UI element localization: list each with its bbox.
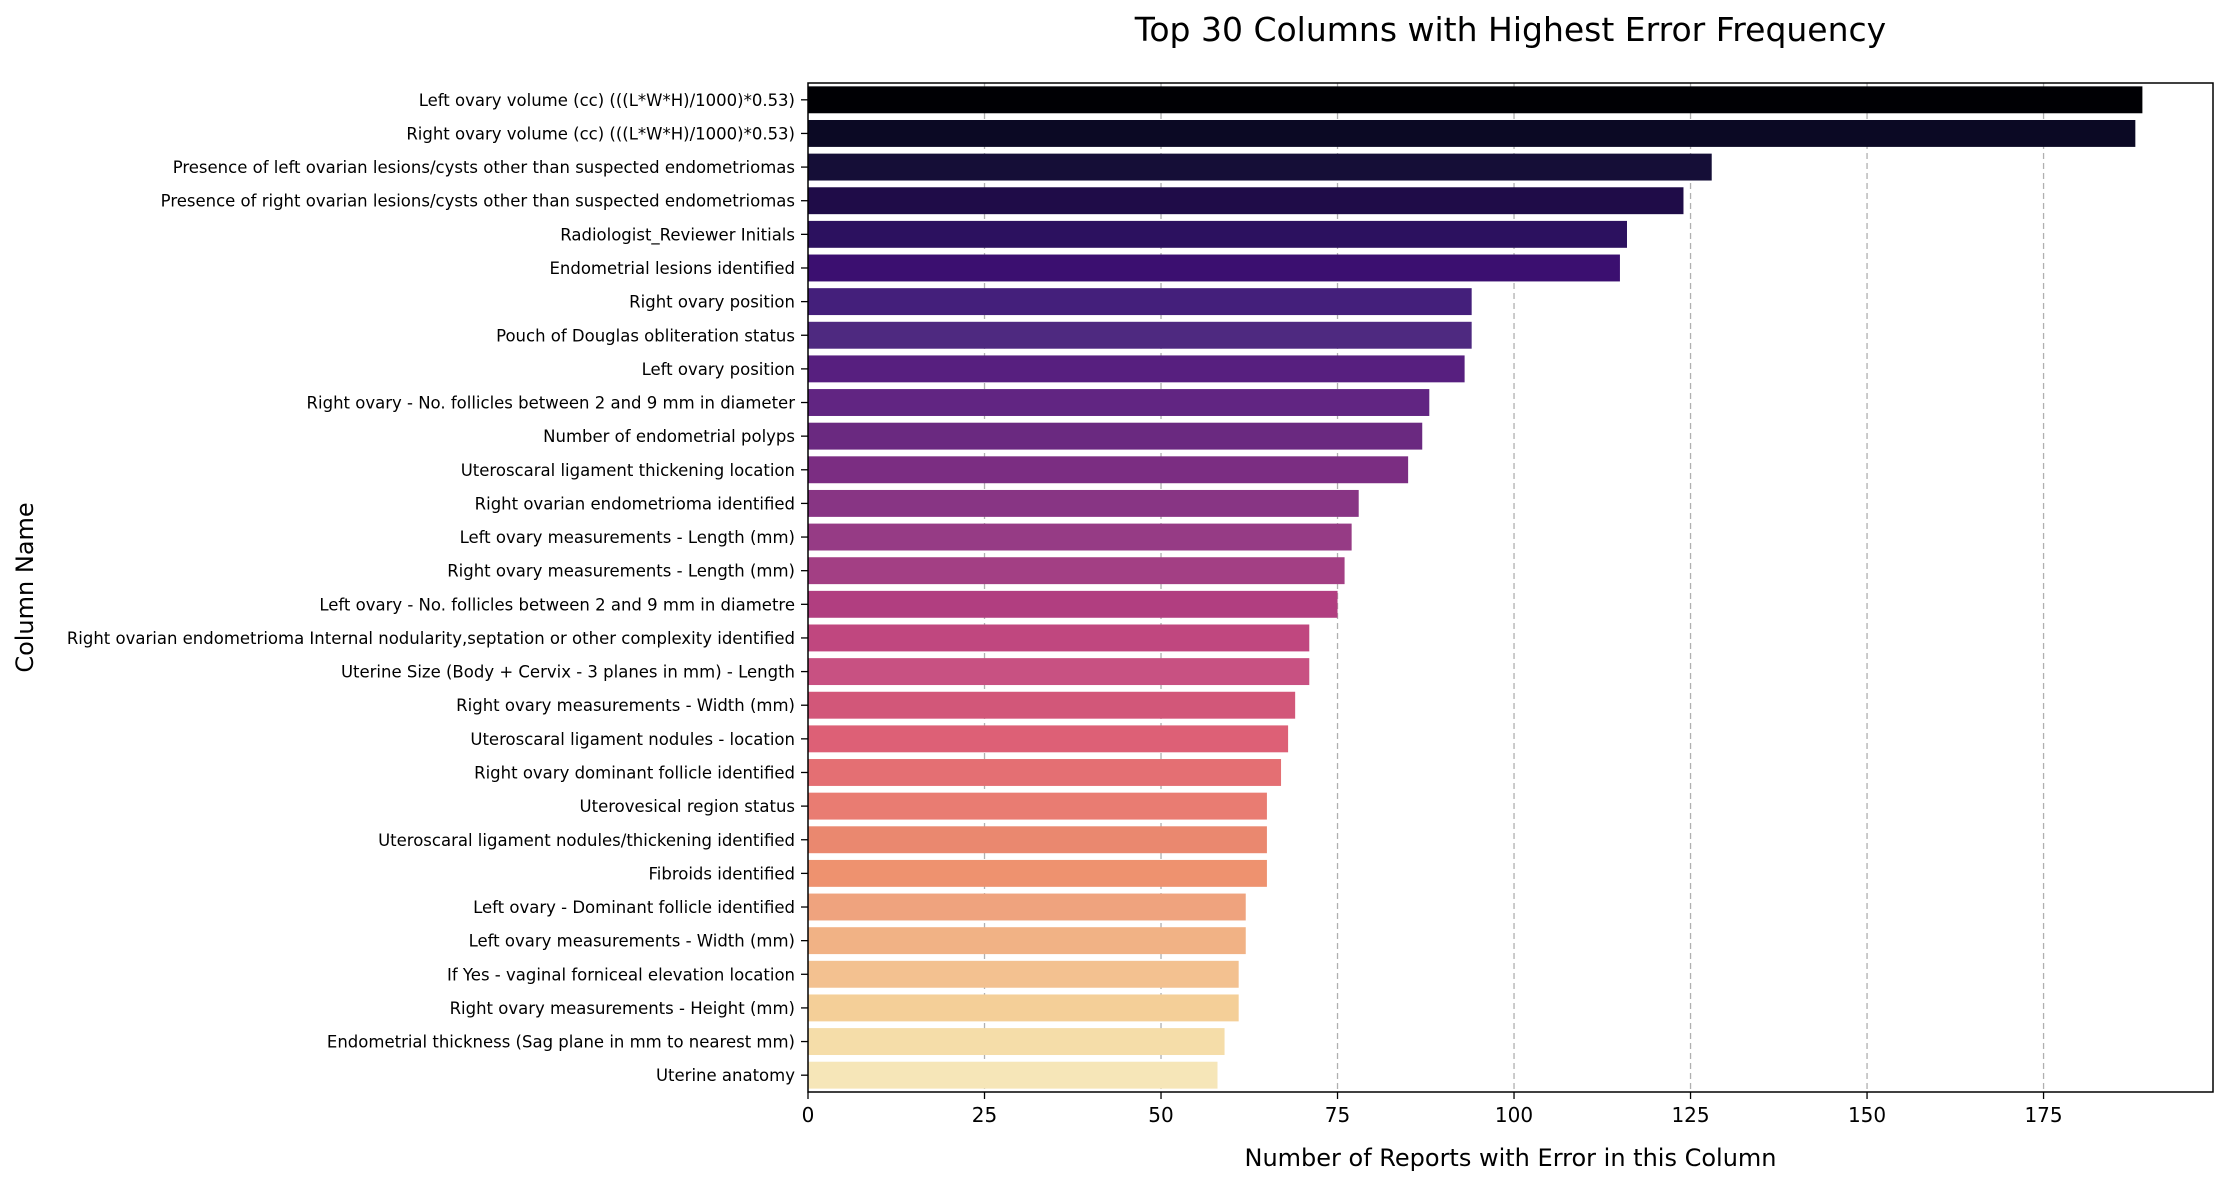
bar <box>808 826 1267 854</box>
bar <box>808 725 1289 753</box>
y-tick-label: Left ovary position <box>642 360 795 379</box>
bar <box>808 422 1423 450</box>
y-tick-label: Uteroscaral ligament nodules - location <box>470 730 795 749</box>
y-tick-label: Radiologist_Reviewer Initials <box>560 225 795 245</box>
bar <box>808 759 1282 786</box>
bar <box>808 624 1310 652</box>
y-tick-label: Right ovarian endometrioma identified <box>475 494 795 513</box>
y-tick-label: Right ovary - No. follicles between 2 an… <box>307 394 796 413</box>
bars <box>808 86 2143 1089</box>
bar <box>808 927 1246 955</box>
chart-title: Top 30 Columns with Highest Error Freque… <box>1134 10 1886 49</box>
x-tick-label: 75 <box>1325 1103 1350 1127</box>
bar <box>808 1061 1218 1089</box>
bar <box>808 254 1620 282</box>
y-tick-label: Left ovary measurements - Width (mm) <box>469 932 795 951</box>
bar <box>808 489 1359 517</box>
bar <box>808 557 1345 585</box>
bar <box>808 994 1239 1022</box>
y-tick-labels: Left ovary volume (cc) (((L*W*H)/1000)*0… <box>67 91 808 1085</box>
y-tick-label: Left ovary volume (cc) (((L*W*H)/1000)*0… <box>419 91 795 110</box>
y-tick-label: Pouch of Douglas obliteration status <box>496 326 795 345</box>
x-tick-labels: 0 25 50 75 100 125 150 175 <box>802 1092 2063 1127</box>
x-tick-label: 175 <box>2024 1103 2062 1127</box>
bar <box>808 389 1430 416</box>
bar <box>808 456 1409 484</box>
y-tick-label: Presence of right ovarian lesions/cysts … <box>161 192 795 211</box>
y-tick-label: Uteroscaral ligament thickening location <box>461 461 795 480</box>
y-tick-label: Left ovary measurements - Length (mm) <box>460 528 795 547</box>
y-tick-label: Right ovary dominant follicle identified <box>474 763 795 782</box>
bar <box>808 859 1267 887</box>
bar <box>808 960 1239 988</box>
bar <box>808 288 1472 316</box>
y-tick-label: Right ovary measurements - Height (mm) <box>450 999 795 1018</box>
bar <box>808 590 1338 618</box>
bar <box>808 355 1465 383</box>
bar <box>808 792 1267 820</box>
bar <box>808 1028 1225 1056</box>
y-tick-label: Number of endometrial polyps <box>543 427 795 446</box>
bar <box>808 220 1627 248</box>
y-tick-label: Endometrial thickness (Sag plane in mm t… <box>327 1033 795 1052</box>
y-tick-label: Left ovary - No. follicles between 2 and… <box>319 595 795 614</box>
x-tick-label: 150 <box>1848 1103 1886 1127</box>
y-tick-label: Endometrial lesions identified <box>549 259 795 278</box>
x-tick-label: 125 <box>1671 1103 1709 1127</box>
y-tick-label: Uteroscaral ligament nodules/thickening … <box>378 831 795 850</box>
x-tick-label: 25 <box>972 1103 997 1127</box>
y-tick-label: Fibroids identified <box>648 864 795 883</box>
y-tick-label: Uterine Size (Body + Cervix - 3 planes i… <box>341 663 795 682</box>
bar <box>808 86 2143 114</box>
bar <box>808 658 1310 686</box>
y-tick-label: Right ovary measurements - Length (mm) <box>447 562 795 581</box>
y-axis-label: Column Name <box>11 502 39 672</box>
y-tick-label: Uterovesical region status <box>580 797 795 816</box>
y-tick-label: Presence of left ovarian lesions/cysts o… <box>173 158 795 177</box>
y-tick-label: Right ovary measurements - Width (mm) <box>456 696 795 715</box>
x-tick-label: 0 <box>802 1103 815 1127</box>
bar <box>808 119 2136 147</box>
bar <box>808 153 1712 181</box>
y-tick-label: Right ovary volume (cc) (((L*W*H)/1000)*… <box>406 124 795 143</box>
grid-lines <box>983 83 2045 1092</box>
bar <box>808 187 1684 215</box>
y-tick-label: Uterine anatomy <box>656 1066 795 1085</box>
bar <box>808 893 1246 921</box>
x-tick-label: 50 <box>1148 1103 1173 1127</box>
plot-frame <box>807 82 2214 1093</box>
bar <box>808 523 1352 551</box>
x-axis-label: Number of Reports with Error in this Col… <box>1244 1144 1776 1172</box>
bar <box>808 321 1472 349</box>
y-tick-label: If Yes - vaginal forniceal elevation loc… <box>447 965 795 984</box>
y-tick-label: Right ovary position <box>629 293 795 312</box>
x-tick-label: 100 <box>1495 1103 1533 1127</box>
y-tick-label: Left ovary - Dominant follicle identifie… <box>473 898 795 917</box>
bar <box>808 691 1296 719</box>
y-tick-label: Right ovarian endometrioma Internal nodu… <box>67 629 795 648</box>
